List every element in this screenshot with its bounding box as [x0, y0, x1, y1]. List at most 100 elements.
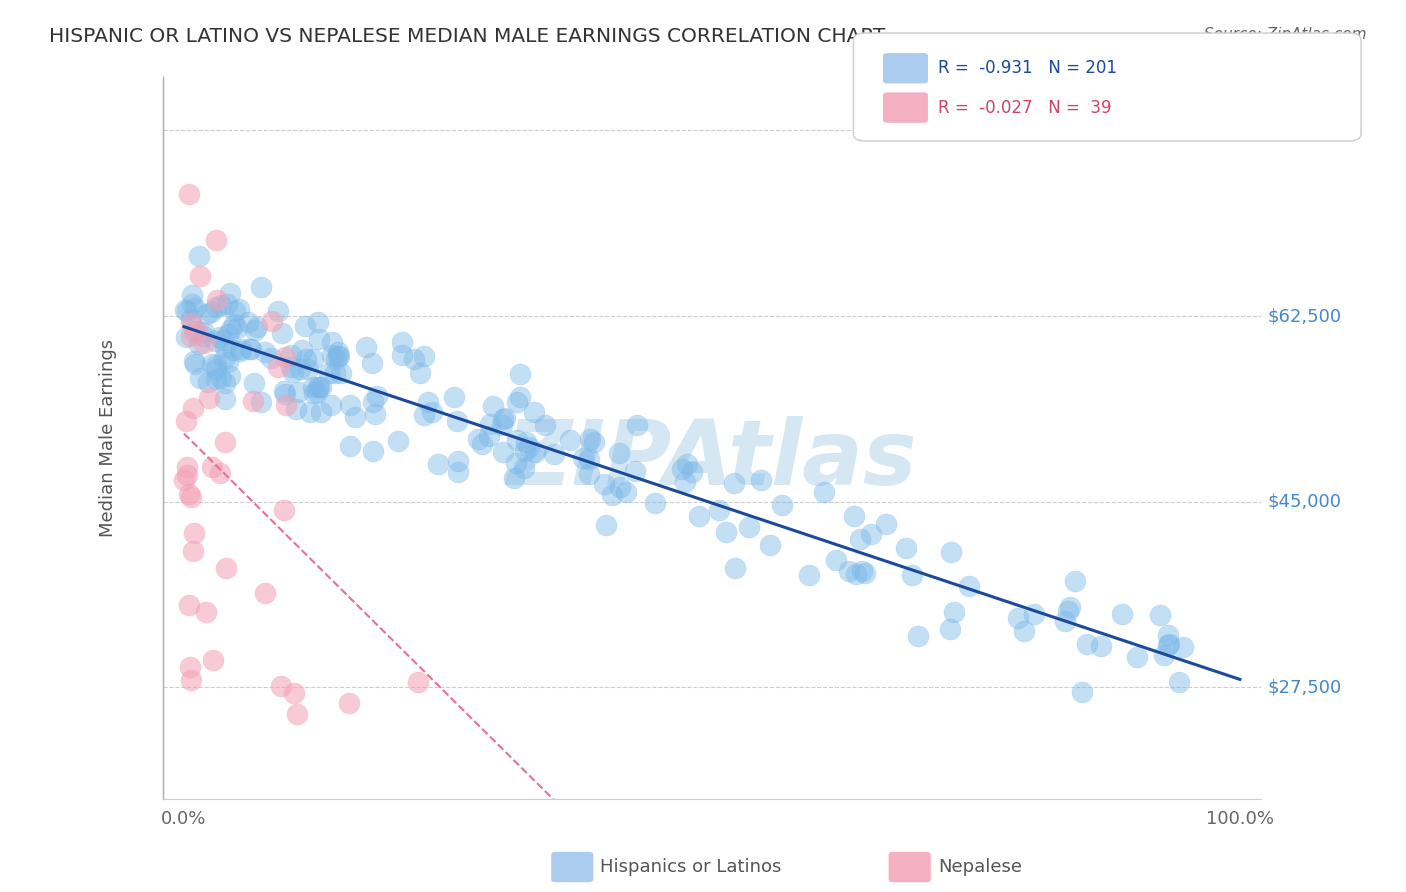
Point [492, 411, 515, 425]
Point [281, 365, 304, 379]
Point [738, 519, 761, 533]
Point [1157, 638, 1180, 652]
Point [344, 409, 367, 424]
Point [270, 326, 292, 340]
Point [579, 432, 602, 446]
Point [723, 475, 745, 490]
Point [673, 475, 696, 489]
Point [254, 586, 277, 600]
Point [364, 407, 387, 421]
Point [188, 249, 211, 263]
Point [188, 268, 211, 283]
Point [183, 401, 205, 415]
Point [193, 328, 215, 343]
Point [849, 532, 872, 546]
Point [326, 345, 349, 359]
Point [446, 454, 468, 468]
Point [242, 393, 264, 408]
Point [578, 467, 600, 482]
Text: $45,000: $45,000 [1268, 492, 1341, 511]
Point [688, 508, 710, 523]
Point [267, 360, 290, 375]
Point [853, 566, 876, 581]
Text: Median Male Earnings: Median Male Earnings [98, 339, 117, 537]
Point [1076, 637, 1098, 651]
Point [205, 293, 228, 307]
Point [253, 345, 276, 359]
Point [675, 457, 697, 471]
Point [515, 434, 537, 449]
Point [609, 480, 631, 494]
Point [205, 233, 228, 247]
Text: Nepalese: Nepalese [938, 858, 1022, 876]
Point [624, 464, 647, 478]
Point [939, 545, 962, 559]
Point [295, 352, 318, 367]
Point [1126, 649, 1149, 664]
Point [208, 330, 231, 344]
Point [901, 567, 924, 582]
Point [600, 488, 623, 502]
Point [179, 187, 201, 202]
Point [214, 340, 236, 354]
Point [482, 400, 505, 414]
Point [276, 398, 298, 412]
Point [426, 457, 449, 471]
Point [707, 502, 730, 516]
Point [287, 384, 309, 399]
Point [219, 322, 242, 336]
Point [387, 434, 409, 449]
Point [447, 466, 470, 480]
Point [1024, 607, 1046, 622]
Point [183, 526, 205, 541]
Point [217, 326, 239, 341]
Point [391, 334, 413, 349]
Point [360, 356, 382, 370]
Point [337, 697, 360, 711]
Point [626, 418, 648, 433]
Point [229, 342, 252, 356]
Point [173, 473, 195, 487]
Point [240, 343, 263, 357]
Point [523, 445, 546, 459]
Point [262, 314, 284, 328]
Point [894, 541, 917, 555]
Point [302, 386, 325, 401]
Point [838, 564, 860, 578]
Point [204, 358, 226, 372]
Point [543, 447, 565, 461]
Text: $62,500: $62,500 [1268, 307, 1341, 326]
Point [209, 371, 232, 385]
Point [825, 553, 848, 567]
Point [759, 537, 782, 551]
Point [302, 351, 325, 366]
Point [280, 359, 302, 374]
Point [404, 352, 426, 367]
Point [297, 362, 319, 376]
Point [204, 372, 226, 386]
Point [339, 439, 361, 453]
Point [176, 459, 198, 474]
Point [291, 343, 314, 358]
Point [851, 564, 873, 578]
Point [644, 496, 666, 510]
Text: R =  -0.027   N =  39: R = -0.027 N = 39 [938, 99, 1111, 117]
Point [174, 413, 197, 427]
Point [416, 394, 439, 409]
Point [201, 357, 224, 371]
Point [503, 471, 526, 485]
Point [219, 285, 242, 300]
Point [250, 279, 273, 293]
Point [285, 401, 308, 416]
Text: ZIPAtlas: ZIPAtlas [506, 416, 917, 504]
Point [523, 405, 546, 419]
Point [298, 405, 321, 419]
Point [1007, 610, 1029, 624]
Point [250, 395, 273, 409]
Point [799, 568, 821, 582]
Point [578, 451, 600, 466]
Point [176, 468, 198, 483]
Point [294, 318, 316, 333]
Point [363, 444, 385, 458]
Point [193, 325, 215, 339]
